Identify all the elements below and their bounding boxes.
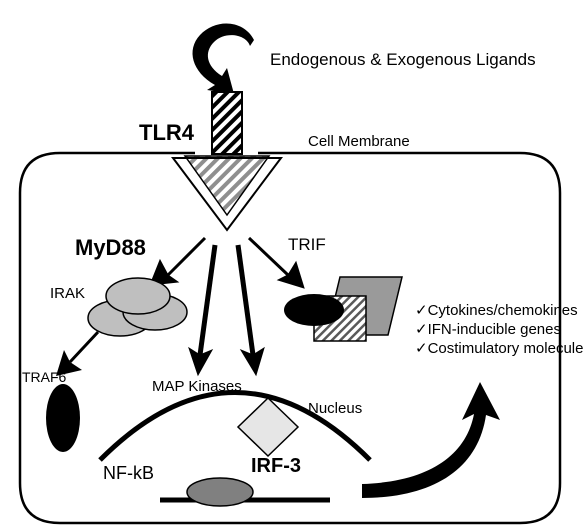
nf-kb-label: NF-kB	[103, 463, 154, 484]
irak-complex	[88, 278, 187, 336]
ligand-arrow	[193, 24, 254, 94]
irak-label: IRAK	[50, 285, 85, 302]
diagram-svg	[0, 0, 583, 530]
output-arrow	[362, 382, 500, 498]
irf3-label: IRF-3	[251, 455, 301, 478]
traf6-shape	[46, 384, 80, 452]
ligands-label: Endogenous & Exogenous Ligands	[270, 50, 536, 70]
nucleus-label: Nucleus	[308, 400, 362, 417]
outputs-list: ✓Cytokines/chemokines ✓IFN-inducible gen…	[415, 302, 583, 358]
tlr4-intracellular	[173, 156, 281, 230]
output-item-2: ✓IFN-inducible genes	[415, 321, 583, 340]
traf6-label: TRAF6	[22, 369, 66, 385]
tlr4-label: TLR4	[139, 120, 194, 146]
nucleus-dna	[160, 478, 330, 506]
diagram-stage: Endogenous & Exogenous Ligands TLR4 Cell…	[0, 0, 583, 530]
irf3-shape	[238, 398, 298, 456]
output-item-3: ✓Costimulatory molecules	[415, 340, 583, 359]
trif-label: TRIF	[288, 235, 326, 255]
cell-membrane-label: Cell Membrane	[308, 133, 410, 150]
myd88-label: MyD88	[75, 235, 146, 261]
tlr4-extracellular	[212, 92, 242, 154]
map-kinases-label: MAP Kinases	[152, 378, 242, 395]
output-item-1: ✓Cytokines/chemokines	[415, 302, 583, 321]
